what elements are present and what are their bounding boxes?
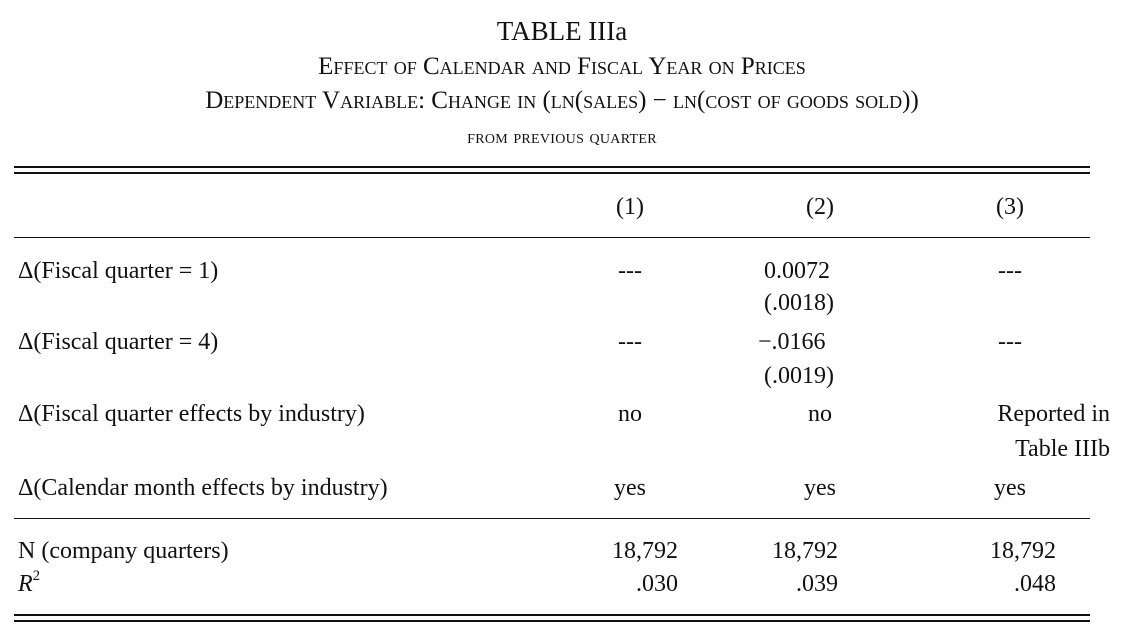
table-subtitle: Effect of Calendar and Fiscal Year on Pr… bbox=[318, 53, 806, 80]
dependent-variable-continued: from previous quarter bbox=[467, 126, 657, 148]
cell-calendar-effects-col1: yes bbox=[614, 475, 646, 501]
row-label-fiscal-q1: Δ(Fiscal quarter = 1) bbox=[18, 258, 219, 284]
table-title: TABLE IIIa bbox=[496, 16, 628, 46]
cell-r-squared-col1: .030 bbox=[636, 571, 678, 597]
row-label-n: N (company quarters) bbox=[18, 538, 229, 564]
cell-fiscal-q4-col1: --- bbox=[618, 329, 642, 355]
column-header-1: (1) bbox=[616, 194, 644, 220]
dependent-variable: Dependent Variable: Change in (ln(sales)… bbox=[205, 87, 919, 114]
cell-fiscal-q4-col2-se: (.0019) bbox=[764, 363, 834, 389]
row-label-r-squared: R2 bbox=[18, 569, 40, 599]
bottom-rule-1 bbox=[14, 614, 1090, 616]
row-label-fiscal-q4: Δ(Fiscal quarter = 4) bbox=[18, 329, 219, 355]
bottom-rule-2 bbox=[14, 620, 1090, 622]
r-squared-symbol: R bbox=[18, 571, 33, 597]
cell-r-squared-col3: .048 bbox=[1014, 571, 1056, 597]
row-label-calendar-effects: Δ(Calendar month effects by industry) bbox=[18, 475, 388, 501]
cell-n-col1: 18,792 bbox=[612, 538, 678, 564]
top-rule-1 bbox=[14, 166, 1090, 168]
row-label-fiscal-effects: Δ(Fiscal quarter effects by industry) bbox=[18, 401, 365, 427]
column-header-3: (3) bbox=[996, 194, 1024, 220]
cell-n-col2: 18,792 bbox=[772, 538, 838, 564]
header-rule bbox=[14, 237, 1090, 238]
cell-fiscal-effects-col2: no bbox=[808, 401, 832, 427]
top-rule-2 bbox=[14, 172, 1090, 174]
cell-r-squared-col2: .039 bbox=[796, 571, 838, 597]
cell-fiscal-q1-col2: 0.0072 bbox=[764, 258, 830, 284]
cell-calendar-effects-col2: yes bbox=[804, 475, 836, 501]
cell-fiscal-effects-col1: no bbox=[618, 401, 642, 427]
cell-calendar-effects-col3: yes bbox=[994, 475, 1026, 501]
cell-fiscal-q1-col3: --- bbox=[998, 258, 1022, 284]
column-header-2: (2) bbox=[806, 194, 834, 220]
cell-fiscal-q4-col3: --- bbox=[998, 329, 1022, 355]
cell-fiscal-q1-col2-se: (.0018) bbox=[764, 290, 834, 316]
cell-fiscal-q4-col2: −.0166 bbox=[758, 329, 826, 355]
r-squared-exponent: 2 bbox=[32, 568, 41, 584]
cell-n-col3: 18,792 bbox=[990, 538, 1056, 564]
cell-fiscal-effects-col3-line2: Table IIIb bbox=[1015, 436, 1110, 462]
cell-fiscal-q1-col1: --- bbox=[618, 258, 642, 284]
cell-fiscal-effects-col3-line1: Reported in bbox=[997, 401, 1110, 427]
stats-rule bbox=[14, 518, 1090, 519]
